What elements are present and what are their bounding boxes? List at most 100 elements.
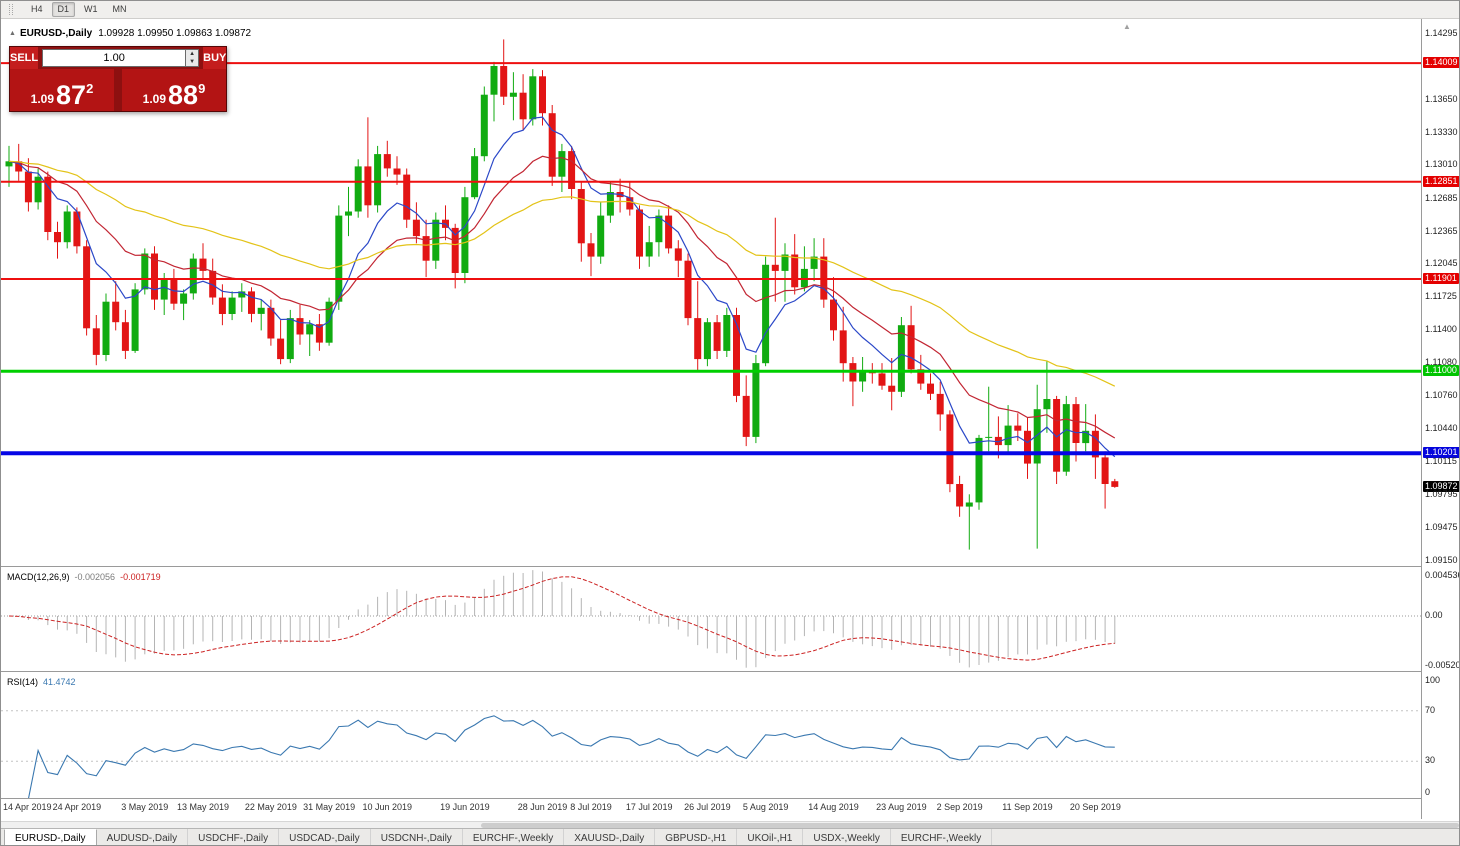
scrollbar-thumb[interactable] xyxy=(481,823,1459,828)
chart-ohlc-values: 1.09928 1.09950 1.09863 1.09872 xyxy=(98,28,252,39)
rsi-panel-separator[interactable] xyxy=(1,671,1459,672)
price-axis-label: 1.12365 xyxy=(1425,225,1458,236)
chart-tab-audusd-daily[interactable]: AUDUSD-,Daily xyxy=(97,829,189,845)
timeframe-button-h4[interactable]: H4 xyxy=(31,4,43,14)
price-level-badge-red: 1.11901 xyxy=(1423,273,1459,284)
timeframe-button-mn[interactable]: MN xyxy=(112,4,127,14)
macd-main-value: -0.002056 xyxy=(74,572,116,582)
buy-price-big: 88 xyxy=(168,80,199,110)
sell-price-frac: 2 xyxy=(86,81,94,96)
price-axis-label: 1.09475 xyxy=(1425,521,1458,532)
price-axis-label: 1.09150 xyxy=(1425,554,1458,565)
macd-axis-label: 0.00 xyxy=(1425,609,1443,620)
price-axis-label: 1.13650 xyxy=(1425,93,1458,104)
chart-area: 1.14295 1.14009 1.13650 1.13330 1.13010 1.128… xyxy=(1,19,1460,821)
chart-tab-eurusd-daily[interactable]: EURUSD-,Daily xyxy=(4,829,97,845)
sell-price-big: 87 xyxy=(56,80,87,110)
chart-canvas[interactable] xyxy=(1,19,1421,799)
volume-spinner: ▲ ▼ xyxy=(186,49,200,67)
macd-histogram xyxy=(18,570,1116,668)
price-axis-label: 1.11725 xyxy=(1425,291,1457,302)
chart-tab-eurchf-weekly[interactable]: EURCHF-,Weekly xyxy=(463,829,565,845)
price-level-badge-green: 1.11000 xyxy=(1423,365,1459,377)
date-axis-label: 3 May 2019 xyxy=(121,802,169,812)
date-axis-label: 31 May 2019 xyxy=(303,802,356,812)
rsi-name: RSI(14) xyxy=(7,677,39,687)
volume-increase-icon[interactable]: ▲ xyxy=(189,51,196,57)
collapse-panel-arrow-icon[interactable]: ▲ xyxy=(9,30,16,37)
chart-tab-usdchf-daily[interactable]: USDCHF-,Daily xyxy=(188,829,280,845)
rsi-axis-label: 0 xyxy=(1425,787,1431,797)
price-axis-label: 1.09795 xyxy=(1425,488,1458,499)
chart-symbol-period: EURUSD-,Daily xyxy=(19,28,93,39)
price-axis[interactable]: 1.14295 1.14009 1.13650 1.13330 1.13010 1.128… xyxy=(1422,19,1460,821)
date-axis-label: 2 Sep 2019 xyxy=(936,802,983,812)
price-level-badge-red: 1.12851 xyxy=(1423,175,1459,187)
chart-tab-ukoil-h1[interactable]: UKOil-,H1 xyxy=(737,829,804,845)
chart-shift-marker-icon: ▲ xyxy=(1123,22,1131,31)
date-axis-label: 22 May 2019 xyxy=(244,802,297,812)
date-axis-label: 10 Jun 2019 xyxy=(362,802,413,812)
chart-tab-usdcnh-daily[interactable]: USDCNH-,Daily xyxy=(371,829,463,845)
macd-panel-separator[interactable] xyxy=(1,566,1459,567)
date-axis-label: 11 Sep 2019 xyxy=(1002,802,1053,812)
date-axis-label: 5 Aug 2019 xyxy=(742,802,789,812)
date-axis-label: 24 Apr 2019 xyxy=(52,802,102,812)
buy-button[interactable]: BUY xyxy=(203,47,227,69)
price-axis-label: 1.12685 xyxy=(1425,192,1458,203)
price-axis-label: 1.10115 xyxy=(1425,456,1457,466)
price-axis-label: 1.13010 xyxy=(1425,159,1458,170)
buy-price-frac: 9 xyxy=(198,81,206,96)
candlestick-series xyxy=(5,39,1119,550)
timeframe-button-d1[interactable]: D1 xyxy=(51,2,76,17)
toolbar-grip-icon[interactable] xyxy=(9,4,13,15)
price-axis-border xyxy=(1421,19,1422,819)
rsi-axis-label: 30 xyxy=(1425,755,1436,766)
date-axis-label: 17 Jul 2019 xyxy=(625,802,673,812)
price-level-badge-black: 1.09872 xyxy=(1423,480,1459,492)
rsi-value: 41.4742 xyxy=(43,677,76,687)
chart-tab-xauusd-daily[interactable]: XAUUSD-,Daily xyxy=(564,829,656,845)
price-axis-label: 1.11400 xyxy=(1425,324,1457,335)
volume-input[interactable] xyxy=(42,49,187,67)
date-axis-label: 28 Jun 2019 xyxy=(517,802,568,812)
chart-tab-usdx-weekly[interactable]: USDX-,Weekly xyxy=(803,829,891,845)
buy-price-display[interactable]: 1.09 88 9 xyxy=(122,69,226,111)
macd-axis-label: -0.005201 xyxy=(1425,660,1459,670)
price-axis-label: 1.10760 xyxy=(1425,389,1458,400)
volume-decrease-icon[interactable]: ▼ xyxy=(189,59,196,65)
chart-tabbar: EURUSD-,Daily AUDUSD-,Daily USDCHF-,Daily U… xyxy=(1,828,1459,845)
chart-title: ▲ EURUSD-,Daily 1.09928 1.09950 1.09863 1.… xyxy=(9,28,251,39)
rsi-axis-label: 100 xyxy=(1425,675,1441,685)
sell-price-display[interactable]: 1.09 87 2 xyxy=(10,69,114,111)
date-axis-label: 14 Aug 2019 xyxy=(808,802,859,812)
date-axis-label: 26 Jul 2019 xyxy=(684,802,731,812)
macd-axis-label: 0.004536 xyxy=(1425,570,1460,580)
price-level-badge-red: 1.14009 xyxy=(1423,57,1459,69)
chart-tab-eurchf-weekly[interactable]: EURCHF-,Weekly xyxy=(891,829,993,845)
sell-price-prefix: 1.09 xyxy=(30,92,55,106)
chart-tab-usdcad-daily[interactable]: USDCAD-,Daily xyxy=(279,829,371,845)
price-axis-label: 1.10440 xyxy=(1425,422,1458,433)
date-axis-separator xyxy=(1,798,1459,799)
date-axis-label: 20 Sep 2019 xyxy=(1069,802,1121,812)
date-axis-label: 13 May 2019 xyxy=(176,802,230,812)
date-axis-label: 19 Jun 2019 xyxy=(440,802,490,812)
sell-button[interactable]: SELL xyxy=(10,47,39,69)
chart-tab-gbpusd-h1[interactable]: GBPUSD-,H1 xyxy=(655,829,738,845)
price-level-badge-blue: 1.10201 xyxy=(1423,447,1459,459)
price-axis-label: 1.14295 xyxy=(1425,27,1458,38)
horizontal-scrollbar[interactable] xyxy=(1,821,1459,828)
ma-line-18 xyxy=(8,155,1116,439)
macd-signal-line xyxy=(8,576,1115,661)
date-axis-label: 14 Apr 2019 xyxy=(3,802,52,812)
timeframe-button-w1[interactable]: W1 xyxy=(84,4,98,14)
date-axis-label: 8 Jul 2019 xyxy=(570,802,612,812)
timeframe-toolbar: H4 D1 W1 MN xyxy=(1,1,1459,19)
date-axis[interactable]: 14 Apr 2019 24 Apr 2019 3 May 2019 13 May 2… xyxy=(1,799,1421,821)
price-axis-label: 1.12045 xyxy=(1425,258,1458,269)
price-axis-label: 1.11080 xyxy=(1425,357,1457,368)
ma-line-45 xyxy=(8,160,1116,387)
